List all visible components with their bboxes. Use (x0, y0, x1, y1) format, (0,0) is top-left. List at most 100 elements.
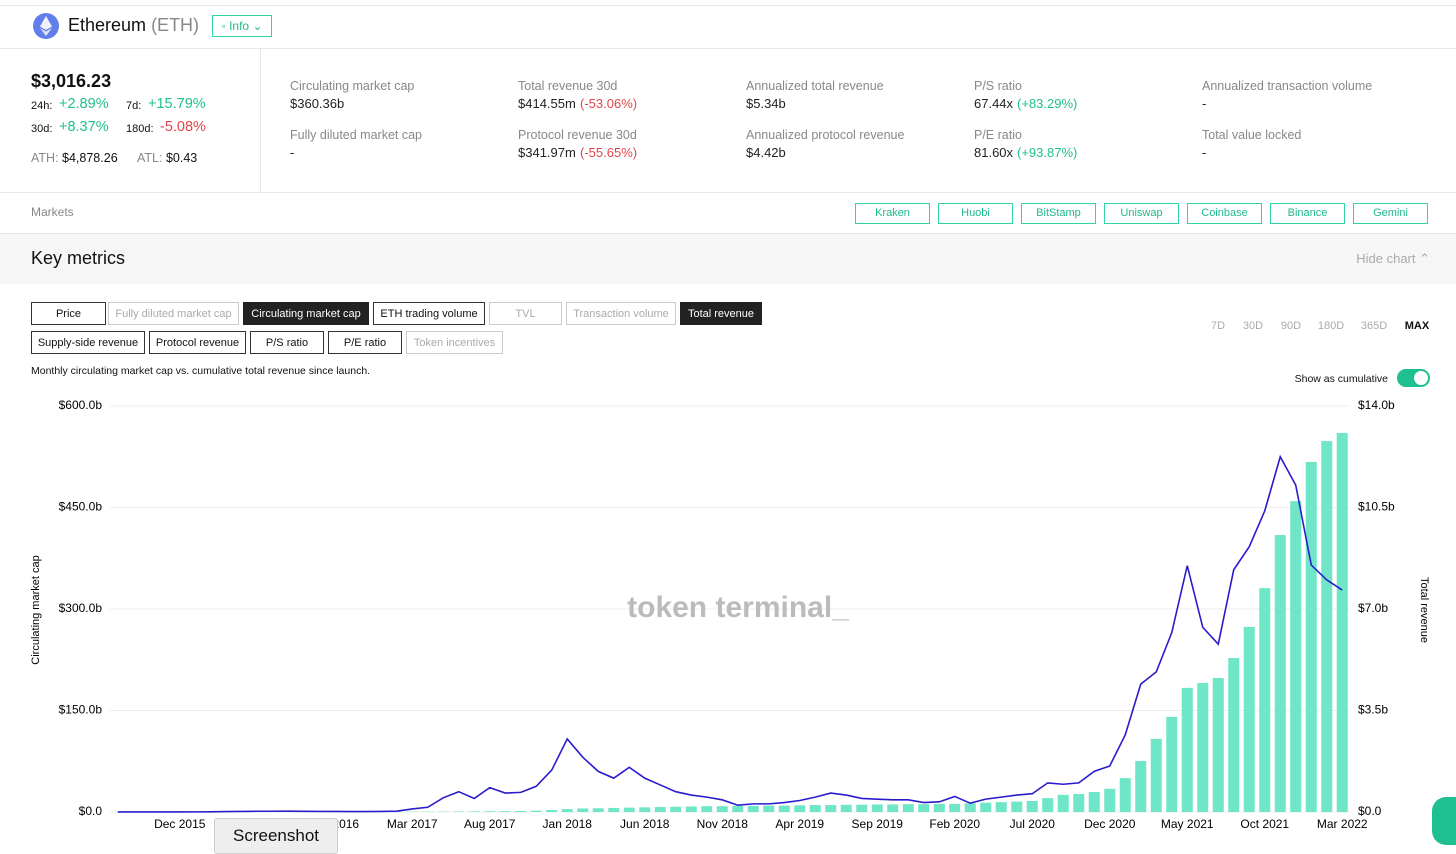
eth-logo (33, 13, 59, 39)
range-button[interactable]: 7D (1210, 320, 1226, 332)
x-tick-label: Dec 2015 (154, 817, 206, 831)
metric-label: Fully diluted market cap (290, 128, 423, 142)
market-button[interactable]: Gemini (1353, 203, 1428, 224)
hide-chart[interactable]: Hide chart ⌃ (1356, 251, 1430, 266)
metric-button[interactable]: Fully diluted market cap (108, 302, 239, 325)
metric-button[interactable]: Price (31, 302, 106, 325)
metric-label: Annualized transaction volume (1202, 79, 1373, 93)
x-tick-label: Jun 2018 (620, 817, 670, 831)
metric-button[interactable]: TVL (489, 302, 562, 325)
bar (670, 806, 682, 812)
range-button[interactable]: 90D (1280, 320, 1302, 332)
x-tick-label: May 2021 (1161, 817, 1214, 831)
bar (1135, 760, 1147, 812)
bar (1274, 535, 1286, 812)
ath: ATH: $4,878.26 (31, 151, 118, 165)
range-button[interactable]: 30D (1242, 320, 1264, 332)
metric-button[interactable]: Protocol revenue (149, 331, 246, 354)
bar (995, 802, 1007, 812)
metric-label: Total value locked (1202, 128, 1302, 142)
metric-button[interactable]: Supply-side revenue (31, 331, 145, 354)
metric-button[interactable]: Token incentives (406, 331, 503, 354)
bar (546, 809, 558, 812)
change-value: -5.08% (160, 119, 206, 135)
y2-tick-label: $3.5b (1358, 703, 1388, 717)
bar (778, 805, 790, 812)
metric-button[interactable]: P/E ratio (328, 331, 402, 354)
bar (1119, 778, 1131, 812)
bar (1011, 801, 1023, 812)
range-button[interactable]: 180D (1317, 320, 1345, 332)
metric-value: $414.55m (518, 96, 576, 111)
bar (949, 803, 961, 812)
y-axis-title: Circulating market cap (30, 555, 42, 664)
metric-label: P/E ratio (974, 128, 1022, 142)
metric-button[interactable]: Transaction volume (566, 302, 676, 325)
bar (592, 808, 604, 812)
metric-change: (+93.87%) (1017, 145, 1078, 160)
y-tick-label: $0.0 (79, 804, 103, 818)
metric-value: 81.60x (974, 145, 1014, 160)
bar (499, 811, 511, 812)
bar (1026, 800, 1038, 812)
metric-value: - (1202, 96, 1207, 111)
bar (856, 804, 868, 812)
range-button[interactable]: MAX (1404, 320, 1430, 332)
market-button[interactable]: BitStamp (1021, 203, 1096, 224)
market-button[interactable]: Kraken (855, 203, 930, 224)
metric-button[interactable]: Total revenue (680, 302, 762, 325)
bar (1073, 794, 1085, 812)
bar (577, 808, 589, 812)
change-label: 30d: (31, 123, 53, 135)
market-button[interactable]: Huobi (938, 203, 1013, 224)
bar (732, 805, 744, 812)
atl: ATL: $0.43 (137, 151, 197, 165)
toggle[interactable] (1397, 369, 1430, 387)
x-tick-label: Oct 2021 (1240, 817, 1289, 831)
atl-value: $0.43 (165, 151, 198, 165)
metric-button[interactable]: P/S ratio (250, 331, 324, 354)
bar (1321, 441, 1333, 812)
y-tick-label: $600.0b (59, 398, 103, 412)
market-button[interactable]: Coinbase (1187, 203, 1262, 224)
metric-label: Total revenue 30d (518, 79, 618, 93)
bar (468, 811, 480, 812)
bar (747, 805, 759, 812)
bar (1166, 716, 1178, 812)
info-button[interactable]: ◦ Info ⌄ (212, 15, 272, 37)
toggle-label: Show as cumulative (1294, 373, 1388, 385)
y-tick-label: $150.0b (59, 703, 103, 717)
chat-button[interactable] (1432, 797, 1456, 845)
x-tick-label: Jul 2020 (1010, 817, 1056, 831)
bar (933, 803, 945, 812)
range-button[interactable]: 365D (1360, 320, 1388, 332)
line (117, 454, 1343, 813)
bar (763, 805, 775, 812)
x-tick-label: Feb 2020 (929, 817, 980, 831)
section-title: Key metrics (31, 248, 126, 268)
bar (840, 804, 852, 812)
x-tick-label: Apr 2019 (775, 817, 824, 831)
bar (964, 803, 976, 812)
bar (484, 811, 496, 812)
bar (1042, 798, 1054, 812)
metric-label: P/S ratio (974, 79, 1022, 93)
market-button[interactable]: Binance (1270, 203, 1345, 224)
metric-button[interactable]: ETH trading volume (373, 302, 485, 325)
change-value: +2.89% (59, 96, 109, 112)
x-tick-label: Aug 2017 (464, 817, 516, 831)
metric-button[interactable]: Circulating market cap (243, 302, 369, 325)
change-label: 180d: (126, 123, 154, 135)
caption: Monthly circulating market cap vs. cumul… (31, 365, 371, 377)
market-button[interactable]: Uniswap (1104, 203, 1179, 224)
metric-change: (+83.29%) (1017, 96, 1078, 111)
metric-label: Protocol revenue 30d (518, 128, 637, 142)
x-tick-label: Mar 2022 (1317, 817, 1368, 831)
asset-name: Ethereum (68, 15, 147, 35)
bar (902, 804, 914, 812)
y2-tick-label: $10.5b (1358, 500, 1395, 514)
metric-change: (-53.06%) (580, 96, 638, 111)
asset-title: Ethereum (ETH) (68, 15, 199, 36)
x-tick-label: Nov 2018 (697, 817, 749, 831)
bar (1181, 687, 1193, 812)
